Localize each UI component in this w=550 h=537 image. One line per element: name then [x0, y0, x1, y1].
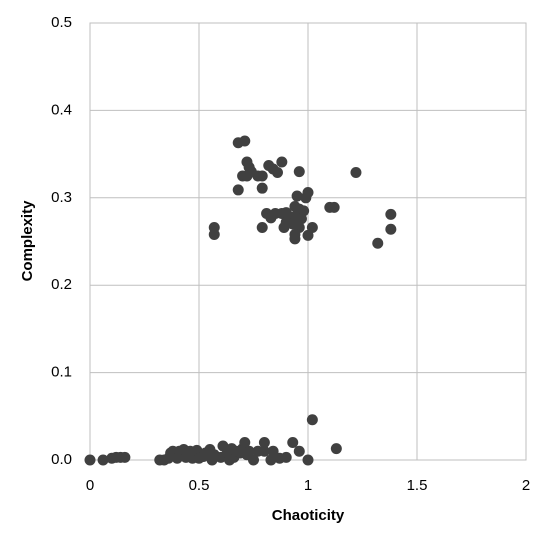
point: [276, 156, 288, 168]
point: [232, 184, 244, 196]
point: [243, 445, 255, 457]
point: [372, 237, 384, 249]
point: [293, 445, 305, 457]
point: [350, 166, 362, 178]
x-tick-label: 0: [86, 477, 94, 494]
point: [289, 233, 301, 245]
point: [295, 213, 307, 225]
y-tick-label: 0.4: [51, 101, 72, 118]
point: [302, 229, 314, 241]
point: [287, 437, 299, 449]
point: [248, 454, 259, 466]
point: [385, 223, 397, 235]
point: [208, 229, 220, 241]
point: [239, 135, 251, 147]
point: [306, 414, 318, 426]
point: [241, 170, 253, 182]
x-axis-title: Chaoticity: [272, 507, 345, 524]
y-tick-label: 0.5: [51, 14, 72, 31]
point: [278, 222, 290, 234]
point: [265, 454, 277, 466]
point: [97, 454, 109, 466]
point: [267, 445, 279, 457]
x-tick-label: 1: [304, 477, 312, 494]
point: [302, 454, 314, 466]
point: [224, 454, 236, 466]
point: [256, 170, 268, 182]
point: [302, 187, 314, 199]
y-tick-label: 0.1: [51, 364, 72, 381]
point: [271, 166, 283, 178]
point: [293, 166, 305, 178]
y-tick-label: 0.3: [51, 189, 72, 206]
point: [119, 451, 131, 463]
point: [258, 445, 270, 457]
point: [256, 182, 268, 194]
x-tick-label: 2: [522, 477, 530, 494]
point: [84, 454, 96, 466]
point: [256, 222, 268, 234]
y-tick-label: 0.0: [51, 451, 72, 468]
x-tick-label: 0.5: [189, 477, 210, 494]
y-axis-title: Complexity: [19, 200, 36, 282]
point: [328, 201, 340, 213]
point: [258, 437, 270, 449]
x-tick-label: 1.5: [407, 477, 428, 494]
point: [239, 437, 251, 449]
point: [385, 208, 397, 220]
point: [291, 190, 303, 202]
point: [280, 451, 292, 463]
point: [330, 443, 342, 455]
y-tick-label: 0.2: [51, 276, 72, 293]
